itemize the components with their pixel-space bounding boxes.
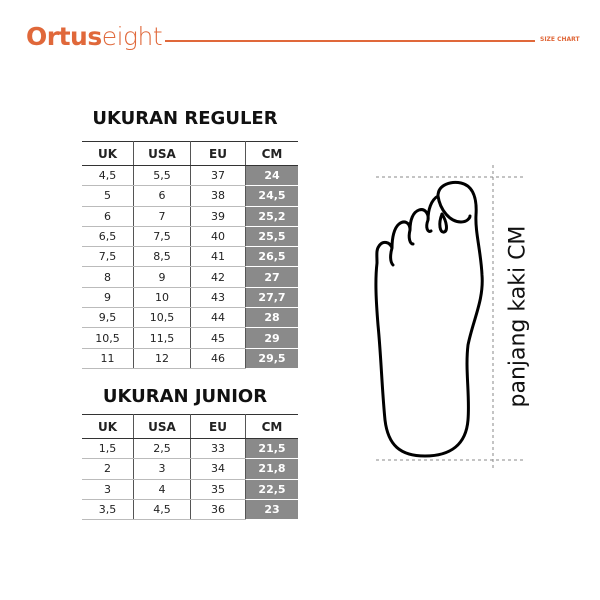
table-row: 2 3 34 21,8 <box>82 458 298 480</box>
table-cell: 35 <box>190 479 246 500</box>
table-cell: 28 <box>245 307 298 329</box>
table-cell: 11 <box>82 348 134 369</box>
table-cell: 21,8 <box>245 458 298 480</box>
table-cell: 25,5 <box>245 226 298 248</box>
column-header: CM <box>245 414 298 439</box>
table-cell: 2,5 <box>133 438 191 460</box>
table-cell: 40 <box>190 226 246 248</box>
foot-outline-icon <box>374 180 484 458</box>
table-row: 7,5 8,5 41 26,5 <box>82 246 298 268</box>
table-cell: 38 <box>190 185 246 207</box>
table-cell: 23 <box>245 499 298 521</box>
table-cell: 3,5 <box>82 499 134 521</box>
table-cell: 4 <box>133 479 191 500</box>
table-row: 9 10 43 27,7 <box>82 287 298 309</box>
table-cell: 24,5 <box>245 185 298 207</box>
column-header: CM <box>245 141 298 166</box>
table-cell: 10,5 <box>82 327 134 349</box>
table-row: 3 4 35 22,5 <box>82 479 298 500</box>
column-header: EU <box>190 414 246 439</box>
table-cell: 7,5 <box>133 226 191 248</box>
table-cell: 1,5 <box>82 438 134 460</box>
table-cell: 22,5 <box>245 479 298 500</box>
table-cell: 3 <box>82 479 134 500</box>
table-cell: 29 <box>245 327 298 349</box>
size-chart-label: SIZE CHART <box>540 36 580 43</box>
table-row: 4,5 5,5 37 24 <box>82 165 298 187</box>
table-cell: 8 <box>82 266 134 288</box>
table-cell: 27 <box>245 266 298 288</box>
table-cell: 33 <box>190 438 246 460</box>
column-header: EU <box>190 141 246 166</box>
junior-size-table: UK USA EU CM 1,5 2,5 33 21,5 2 3 34 21,8 3 4 35 22,5 3,5… <box>82 414 298 521</box>
regular-title: UKURAN REGULER <box>92 108 278 129</box>
table-cell: 43 <box>190 287 246 309</box>
column-header: UK <box>82 414 134 439</box>
header-divider <box>165 40 535 42</box>
table-cell: 45 <box>190 327 246 349</box>
table-cell: 42 <box>190 266 246 288</box>
header-row: UK USA EU CM <box>82 414 298 439</box>
table-cell: 6 <box>82 206 134 227</box>
table-row: 6,5 7,5 40 25,5 <box>82 226 298 248</box>
table-cell: 2 <box>82 458 134 480</box>
regular-size-table: UK USA EU CM 4,5 5,5 37 24 5 6 38 24,5 6 7 39 25,2 6,5 7,… <box>82 141 298 369</box>
column-header: USA <box>133 414 191 439</box>
table-row: 11 12 46 29,5 <box>82 348 298 369</box>
table-cell: 6,5 <box>82 226 134 248</box>
junior-title: UKURAN JUNIOR <box>102 386 268 407</box>
table-cell: 7,5 <box>82 246 134 268</box>
header-row: UK USA EU CM <box>82 141 298 166</box>
table-cell: 36 <box>190 499 246 521</box>
table-cell: 39 <box>190 206 246 227</box>
table-cell: 24 <box>245 165 298 187</box>
foot-length-label: panjang kaki CM <box>505 225 531 408</box>
table-cell: 7 <box>133 206 191 227</box>
table-cell: 27,7 <box>245 287 298 309</box>
table-cell: 5,5 <box>133 165 191 187</box>
table-cell: 44 <box>190 307 246 329</box>
table-cell: 21,5 <box>245 438 298 460</box>
table-cell: 41 <box>190 246 246 268</box>
table-cell: 46 <box>190 348 246 369</box>
table-cell: 10 <box>133 287 191 309</box>
table-cell: 9 <box>133 266 191 288</box>
table-row: 8 9 42 27 <box>82 266 298 288</box>
brand-logo: Ortuseight <box>26 22 163 51</box>
table-row: 6 7 39 25,2 <box>82 206 298 227</box>
table-cell: 3 <box>133 458 191 480</box>
column-header: USA <box>133 141 191 166</box>
column-header: UK <box>82 141 134 166</box>
table-cell: 10,5 <box>133 307 191 329</box>
table-row: 1,5 2,5 33 21,5 <box>82 438 298 460</box>
table-row: 3,5 4,5 36 23 <box>82 499 298 521</box>
table-cell: 37 <box>190 165 246 187</box>
table-cell: 6 <box>133 185 191 207</box>
table-cell: 11,5 <box>133 327 191 349</box>
table-cell: 25,2 <box>245 206 298 227</box>
table-cell: 4,5 <box>82 165 134 187</box>
table-row: 9,5 10,5 44 28 <box>82 307 298 329</box>
table-cell: 5 <box>82 185 134 207</box>
table-cell: 8,5 <box>133 246 191 268</box>
table-cell: 26,5 <box>245 246 298 268</box>
table-cell: 9,5 <box>82 307 134 329</box>
table-cell: 34 <box>190 458 246 480</box>
table-cell: 9 <box>82 287 134 309</box>
table-row: 10,5 11,5 45 29 <box>82 327 298 349</box>
table-cell: 12 <box>133 348 191 369</box>
table-cell: 4,5 <box>133 499 191 521</box>
table-cell: 29,5 <box>245 348 298 369</box>
table-row: 5 6 38 24,5 <box>82 185 298 207</box>
